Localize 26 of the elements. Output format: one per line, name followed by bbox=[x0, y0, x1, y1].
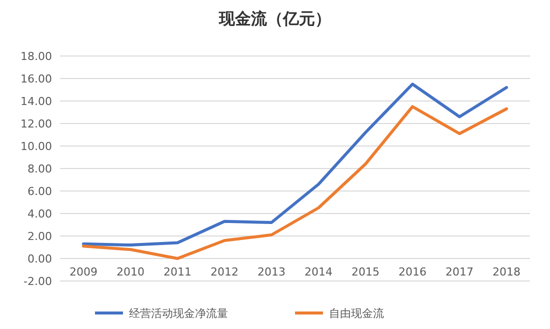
y-tick-label: 10.00 bbox=[20, 140, 52, 153]
y-tick-label: 14.00 bbox=[20, 94, 52, 108]
y-tick-label: 4.00 bbox=[28, 207, 52, 220]
y-tick-label: -2.00 bbox=[24, 274, 52, 288]
chart-title: 现金流（亿元） bbox=[218, 9, 331, 28]
line-series bbox=[82, 82, 508, 246]
x-tick-label: 2016 bbox=[398, 266, 426, 278]
legend-label: 经营活动现金净流量 bbox=[129, 306, 228, 320]
x-tick-label: 2011 bbox=[164, 266, 192, 278]
y-tick-label: 18.00 bbox=[20, 50, 52, 63]
x-tick-label: 2017 bbox=[446, 266, 474, 278]
x-tick-label: 2015 bbox=[352, 266, 380, 278]
y-tick-label: 0.00 bbox=[28, 252, 52, 266]
x-tick-label: 2010 bbox=[116, 266, 144, 278]
y-tick-label: 6.00 bbox=[28, 184, 52, 198]
y-tick-label: 8.00 bbox=[28, 162, 52, 176]
y-tick-label: 16.00 bbox=[20, 72, 52, 86]
legend-label: 自由现金流 bbox=[329, 306, 384, 320]
y-tick-label: 12.00 bbox=[20, 117, 52, 130]
x-tick-label: 2014 bbox=[304, 266, 332, 278]
x-tick-label: 2013 bbox=[258, 266, 286, 278]
y-tick-label: 2.00 bbox=[28, 230, 52, 243]
x-tick-label: 2012 bbox=[210, 266, 238, 278]
x-tick-label: 2009 bbox=[70, 266, 98, 278]
x-tick-label: 2018 bbox=[492, 266, 520, 278]
line-series bbox=[82, 105, 508, 260]
